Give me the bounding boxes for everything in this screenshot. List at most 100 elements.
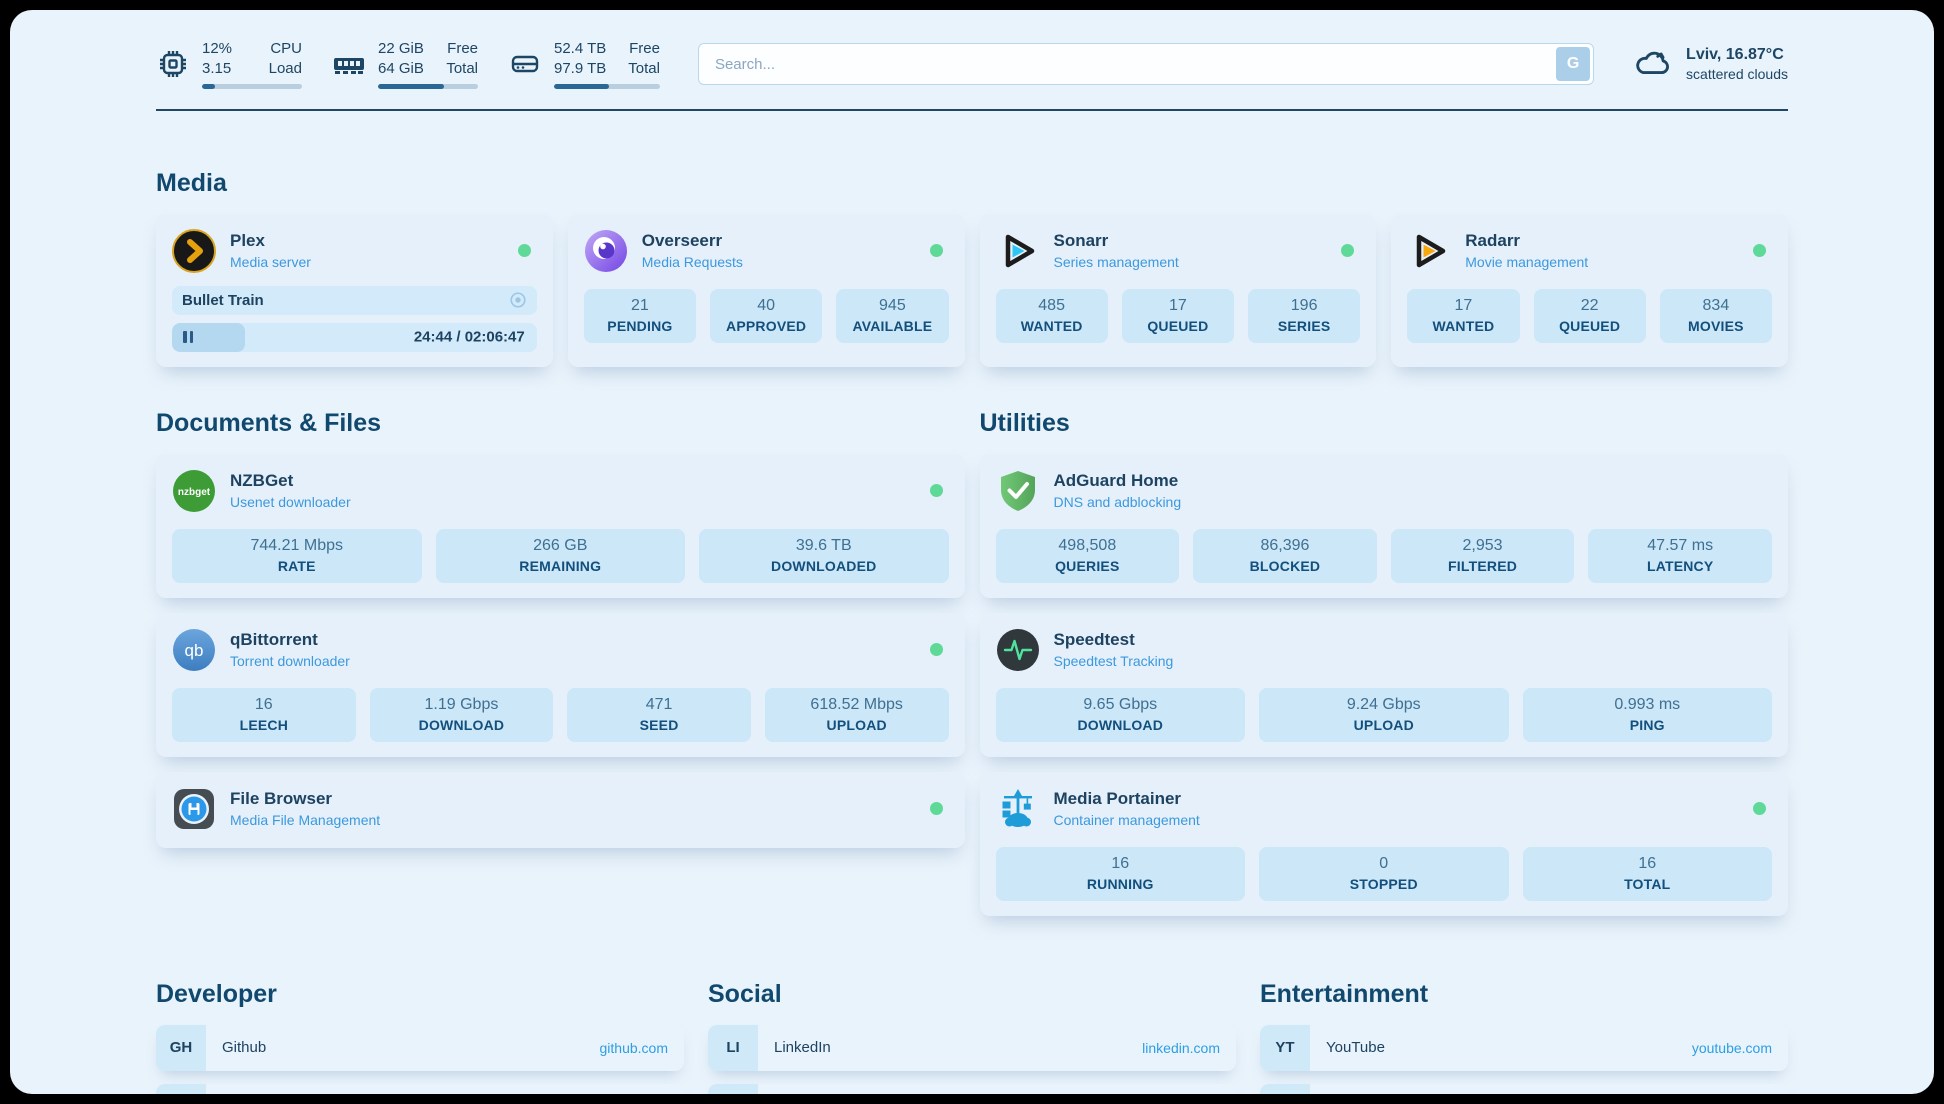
- service-description: DNS and adblocking: [1053, 494, 1182, 510]
- disk-label-1: Free: [629, 40, 660, 57]
- disk-free: 52.4 TB: [554, 40, 607, 57]
- weather-condition: scattered clouds: [1686, 66, 1788, 83]
- memory-label-1: Free: [447, 40, 478, 57]
- status-dot: [517, 244, 531, 257]
- stat-chip: 196 SERIES: [1248, 288, 1361, 343]
- link-row-youtube[interactable]: YT YouTube youtube.com: [1260, 1024, 1788, 1071]
- radarr-icon: [1407, 229, 1451, 273]
- service-card-overseerr[interactable]: Overseerr Media Requests 21 PENDING 40 A…: [567, 213, 965, 367]
- service-name: Overseerr: [641, 231, 723, 250]
- now-playing-row: Bullet Train: [172, 285, 537, 315]
- link-badge: GH: [156, 1024, 206, 1071]
- service-card-adguard[interactable]: AdGuard Home DNS and adblocking 498,508 …: [979, 453, 1788, 598]
- service-card-radarr[interactable]: Radarr Movie management 17 WANTED 22 QUE…: [1391, 213, 1788, 367]
- developer-links: Developer GH Github github.com SO StackO…: [156, 979, 684, 1094]
- section-title-entertainment: Entertainment: [1260, 979, 1429, 1008]
- service-description: Media Requests: [641, 254, 743, 270]
- stat-chip: 21 PENDING: [583, 288, 696, 343]
- section-title-developer: Developer: [156, 979, 277, 1008]
- weather-location: Lviv, 16.87°C: [1686, 46, 1784, 64]
- stat-chip: 266 GB REMAINING: [435, 528, 685, 583]
- service-card-speedtest[interactable]: Speedtest Speedtest Tracking 9.65 Gbps D…: [979, 612, 1788, 757]
- service-card-nzbget[interactable]: nzbget NZBGet Usenet downloader 744.21 M…: [156, 453, 965, 598]
- disk-stat: 52.4 TB 97.9 TB Free Total: [508, 40, 660, 89]
- stat-chip: 9.65 Gbps DOWNLOAD: [995, 687, 1245, 742]
- service-description: Media File Management: [230, 812, 381, 828]
- cpu-load: 3.15: [202, 59, 232, 77]
- service-name: AdGuard Home: [1053, 471, 1179, 490]
- stat-chip: 40 APPROVED: [710, 288, 823, 343]
- stat-chip: 17 WANTED: [1407, 288, 1520, 343]
- social-links: Social LI LinkedIn linkedin.com TW Twitt…: [708, 980, 1236, 1094]
- service-name: NZBGet: [230, 471, 294, 490]
- service-description: Movie management: [1465, 254, 1589, 270]
- service-card-qbittorrent[interactable]: qb qBittorrent Torrent downloader 16 LEE…: [156, 612, 965, 757]
- status-dot: [1753, 244, 1766, 257]
- adguard-icon: [996, 469, 1040, 513]
- stat-chip: 618.52 Mbps UPLOAD: [764, 687, 949, 742]
- service-card-sonarr[interactable]: Sonarr Series management 485 WANTED 17 Q…: [979, 213, 1377, 367]
- playback-time: 24:44 / 02:06:47: [413, 328, 525, 346]
- status-dot: [929, 802, 943, 815]
- cpu-stat: 12% 3.15 CPU Load: [156, 40, 302, 89]
- overseerr-icon: [584, 229, 628, 273]
- link-row-github[interactable]: GH Github github.com: [156, 1024, 684, 1071]
- service-description: Container management: [1053, 812, 1200, 828]
- disk-total: 97.9 TB: [554, 59, 607, 77]
- service-name: Media Portainer: [1053, 789, 1182, 808]
- cpu-label-2: Load: [268, 59, 302, 77]
- link-row-netflix[interactable]: NF Netflix netflix.com: [1260, 1083, 1788, 1094]
- status-dot: [929, 643, 943, 656]
- stat-chip: 16 TOTAL: [1522, 846, 1772, 901]
- service-description: Speedtest Tracking: [1053, 653, 1174, 669]
- service-name: Radarr: [1465, 231, 1521, 250]
- service-description: Torrent downloader: [230, 653, 350, 669]
- stat-chip: 0.993 ms PING: [1522, 687, 1772, 742]
- ram-icon: [332, 47, 366, 81]
- status-dot: [1341, 244, 1355, 257]
- link-url: linkedin.com: [1142, 1039, 1220, 1056]
- speedtest-icon: [996, 628, 1040, 672]
- section-title-media: Media: [156, 168, 227, 197]
- sonarr-icon: [996, 229, 1040, 273]
- section-title-utilities: Utilities: [979, 408, 1070, 437]
- status-dot: [929, 484, 943, 497]
- link-row-stackoverflow[interactable]: SO StackOverflow stackoverflow.com: [156, 1083, 684, 1094]
- status-dot: [1753, 802, 1766, 815]
- media-grid: Plex Media server Bullet Train 24:44 / 0…: [156, 213, 1788, 367]
- memory-progress-bar: [378, 83, 478, 89]
- link-row-linkedin[interactable]: LI LinkedIn linkedin.com: [708, 1024, 1236, 1071]
- link-name: Github: [222, 1039, 267, 1056]
- disk-label-2: Total: [628, 59, 660, 77]
- weather-widget: Lviv, 16.87°C scattered clouds: [1632, 43, 1788, 85]
- service-name: Speedtest: [1053, 630, 1135, 649]
- stat-chip: 16 RUNNING: [995, 846, 1245, 901]
- stat-chip: 471 SEED: [567, 687, 751, 742]
- search-input[interactable]: [697, 43, 1595, 86]
- service-description: Usenet downloader: [230, 494, 351, 510]
- memory-label-2: Total: [446, 59, 478, 77]
- stat-chip: 17 QUEUED: [1121, 288, 1234, 343]
- stat-chip: 39.6 TB DOWNLOADED: [699, 528, 949, 583]
- search-bar: G: [697, 43, 1595, 86]
- now-playing-title: Bullet Train: [182, 291, 264, 309]
- service-card-filebrowser[interactable]: File Browser Media File Management: [156, 771, 965, 848]
- search-provider-button[interactable]: G: [1556, 47, 1591, 82]
- svg-text:qb: qb: [185, 641, 204, 660]
- plex-icon: [172, 228, 216, 273]
- entertainment-links: Entertainment YT YouTube youtube.com NF …: [1260, 979, 1788, 1094]
- link-name: LinkedIn: [774, 1039, 831, 1056]
- topbar: 12% 3.15 CPU Load: [156, 40, 1788, 89]
- topbar-divider: [156, 108, 1788, 111]
- session-icon: [510, 292, 526, 308]
- service-card-plex[interactable]: Plex Media server Bullet Train 24:44 / 0…: [156, 213, 553, 367]
- service-card-portainer[interactable]: Media Portainer Container management 16 …: [979, 771, 1788, 916]
- stat-chip: 1.19 Gbps DOWNLOAD: [369, 687, 554, 742]
- service-description: Series management: [1053, 254, 1179, 270]
- dashboard: 12% 3.15 CPU Load: [10, 10, 1934, 1094]
- portainer-icon: [996, 787, 1040, 831]
- link-name: YouTube: [1326, 1039, 1385, 1056]
- link-row-twitter[interactable]: TW Twitter twitter.com: [708, 1083, 1236, 1094]
- service-name: Plex: [230, 231, 265, 250]
- service-description: Media server: [230, 254, 311, 270]
